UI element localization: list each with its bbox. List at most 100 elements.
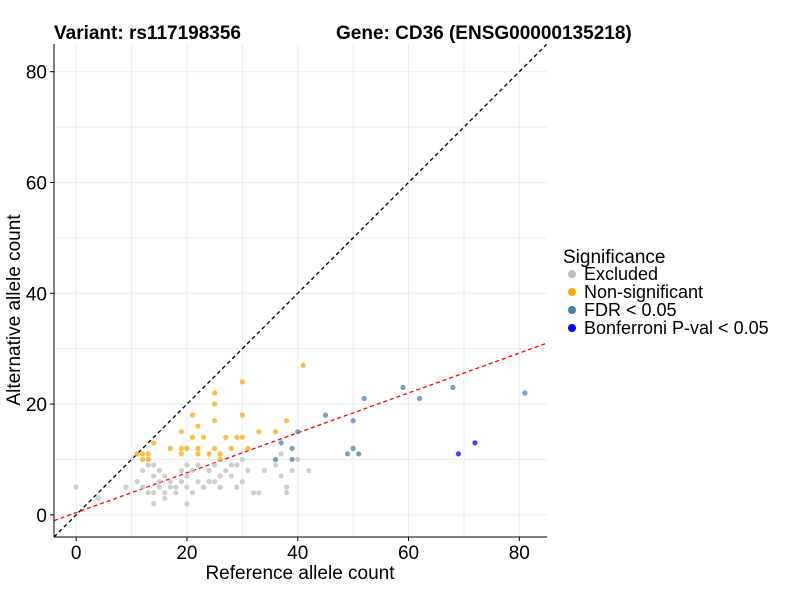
point-excluded <box>178 467 185 474</box>
legend-key-fdr-0-05 <box>568 306 576 314</box>
point-excluded <box>123 484 129 490</box>
legend: Significance ExcludedNon-significantFDR … <box>563 247 769 338</box>
point-excluded <box>228 462 234 468</box>
point-fdr-0-05 <box>400 384 406 391</box>
point-fdr-0-05 <box>350 418 356 424</box>
point-excluded <box>195 479 201 485</box>
point-non-significant <box>217 451 223 457</box>
point-excluded <box>239 456 245 463</box>
point-non-significant <box>134 451 140 457</box>
point-fdr-0-05 <box>361 395 367 402</box>
point-non-significant <box>178 451 185 457</box>
point-excluded <box>256 490 262 496</box>
point-excluded <box>289 467 295 474</box>
legend-title: Significance <box>563 247 665 268</box>
point-excluded <box>178 479 185 485</box>
point-excluded <box>206 479 212 485</box>
point-excluded <box>173 484 179 490</box>
point-excluded <box>250 490 257 496</box>
point-non-significant <box>140 451 146 457</box>
point-non-significant <box>178 445 185 451</box>
point-non-significant <box>223 434 229 440</box>
point-non-significant <box>195 451 201 457</box>
point-excluded <box>295 456 301 463</box>
point-non-significant <box>145 451 151 457</box>
title-gene: Gene: CD36 (ENSG00000135218) <box>336 23 632 44</box>
point-excluded <box>184 473 190 479</box>
point-non-significant <box>184 445 190 451</box>
x-tick-label: 0 <box>71 543 82 564</box>
axis-ticks: 0 20 40 60 80 0 20 40 60 80 <box>26 63 530 564</box>
point-non-significant <box>189 412 196 418</box>
point-excluded <box>284 484 290 490</box>
point-non-significant <box>212 390 218 396</box>
point-excluded <box>151 490 157 496</box>
point-excluded <box>206 467 212 474</box>
y-axis-label: Alternative allele count <box>4 214 25 406</box>
point-non-significant <box>239 434 245 440</box>
legend-label-excluded: Excluded <box>584 264 658 284</box>
point-excluded <box>73 484 79 490</box>
point-excluded <box>162 473 168 479</box>
point-excluded <box>234 462 240 468</box>
point-fdr-0-05 <box>295 429 301 435</box>
point-excluded <box>245 467 251 474</box>
point-non-significant <box>272 429 279 435</box>
point-bonferroni-p-val-0-05 <box>455 451 461 457</box>
point-excluded <box>156 479 162 485</box>
x-tick-label: 80 <box>509 543 530 564</box>
point-excluded <box>228 473 234 479</box>
point-non-significant <box>178 429 185 435</box>
legend-key-excluded <box>568 270 576 278</box>
point-fdr-0-05 <box>322 412 329 418</box>
point-non-significant <box>145 456 151 463</box>
point-excluded <box>234 484 240 490</box>
point-bonferroni-p-val-0-05 <box>472 440 478 446</box>
point-excluded <box>151 501 157 507</box>
data-points <box>73 362 528 507</box>
point-excluded <box>140 467 146 474</box>
point-excluded <box>156 484 162 490</box>
x-axis-label: Reference allele count <box>205 563 395 584</box>
point-non-significant <box>234 434 240 440</box>
y-tick-label: 20 <box>26 395 47 416</box>
point-excluded <box>173 490 179 496</box>
point-excluded <box>145 490 151 496</box>
title-variant: Variant: rs117198356 <box>54 23 241 44</box>
point-non-significant <box>212 418 218 424</box>
point-excluded <box>217 473 223 479</box>
legend-label-non-significant: Non-significant <box>584 282 703 302</box>
y-tick-label: 80 <box>26 63 47 84</box>
point-excluded <box>167 479 173 485</box>
point-non-significant <box>300 362 306 368</box>
point-non-significant <box>195 445 201 451</box>
point-non-significant <box>189 434 196 440</box>
point-excluded <box>212 462 218 468</box>
point-excluded <box>184 462 190 468</box>
point-excluded <box>95 495 101 501</box>
point-non-significant <box>212 401 218 407</box>
point-non-significant <box>239 412 245 418</box>
point-fdr-0-05 <box>522 390 528 396</box>
point-non-significant <box>256 429 262 435</box>
point-fdr-0-05 <box>416 395 423 402</box>
y-tick-label: 0 <box>36 506 47 527</box>
point-excluded <box>195 462 201 468</box>
grid-lines <box>54 44 547 537</box>
point-excluded <box>284 490 290 496</box>
point-excluded <box>261 467 268 474</box>
point-non-significant <box>200 434 207 440</box>
point-fdr-0-05 <box>350 445 356 451</box>
point-excluded <box>151 462 157 468</box>
point-excluded <box>184 484 190 490</box>
legend-key-non-significant <box>568 288 576 296</box>
point-excluded <box>217 484 223 490</box>
point-fdr-0-05 <box>289 456 295 463</box>
legend-key-bonferroni-p-val-0-05 <box>568 324 576 332</box>
point-non-significant <box>195 423 201 429</box>
point-excluded <box>212 479 218 485</box>
point-non-significant <box>284 418 290 424</box>
point-fdr-0-05 <box>289 445 295 451</box>
point-excluded <box>200 484 207 490</box>
